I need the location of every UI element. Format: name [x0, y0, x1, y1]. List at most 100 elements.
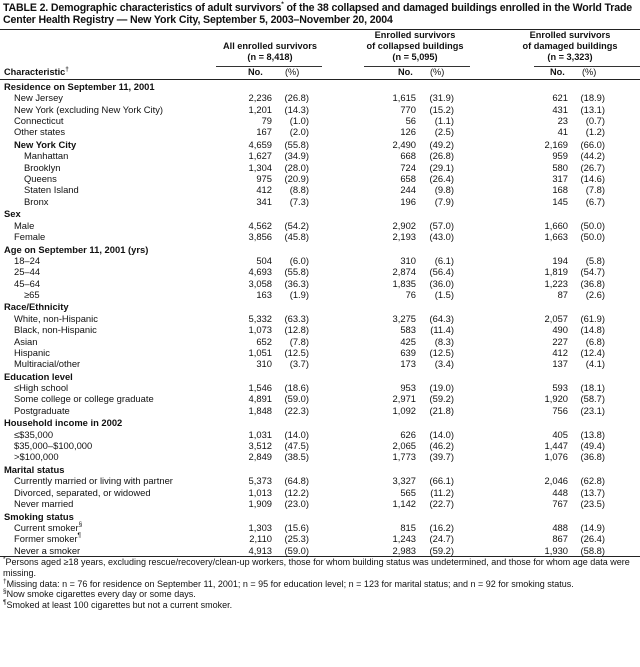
all-percent: (59.0) [284, 544, 310, 556]
collapsed-percent: (24.7) [429, 533, 455, 545]
row-label: Bronx [24, 196, 49, 207]
footnote-text: Missing data: n = 76 for residence on Se… [6, 578, 574, 589]
all-count: 163 [256, 288, 272, 300]
damaged-count: 593 [552, 382, 568, 394]
damaged-percent: (23.5) [580, 498, 606, 509]
damaged-percent: (7.8) [585, 184, 605, 196]
table-row: Other states 167 (2.0) 126 (2.5) 41 (1.2) [0, 126, 640, 137]
all-percent: (18.6) [284, 382, 310, 394]
row-label-text: Some college or college graduate [14, 393, 154, 405]
damaged-count: 2,057 [544, 312, 568, 324]
collapsed-percent: (9.8) [434, 184, 454, 196]
damaged-percent: (18.9) [580, 92, 606, 104]
footnote-mark: § [78, 520, 83, 528]
all-count: 341 [256, 195, 272, 207]
row-label: Some college or college graduate [14, 393, 154, 404]
collapsed-count: 196 [400, 195, 416, 207]
damaged-count: 1,223 [544, 277, 568, 289]
all-count: 2,236 [248, 92, 272, 104]
section-header: Marital status [0, 464, 640, 475]
damaged-percent: (44.2) [580, 150, 606, 162]
row-label: Asian [14, 336, 37, 347]
all-count: 1,051 [248, 346, 272, 358]
row-label-text: Queens [24, 173, 57, 184]
section-header: Sex [0, 208, 640, 219]
damaged-count: 317 [552, 173, 568, 184]
row-label-text: White, non-Hispanic [14, 312, 98, 324]
column-header-line: (n = 8,418) [247, 52, 293, 62]
row-label-text: 45–64 [14, 277, 41, 289]
no-header: No. [248, 67, 263, 77]
row-label-text: ≤$35,000 [14, 428, 54, 440]
all-count: 4,659 [248, 138, 272, 150]
table-row: Bronx 341 (7.3) 196 (7.9) 145 (6.7) [0, 196, 640, 207]
damaged-percent: (1.2) [585, 126, 605, 138]
all-count: 5,332 [248, 312, 272, 324]
damaged-count: 1,663 [544, 230, 568, 242]
row-label: Staten Island [24, 184, 79, 195]
collapsed-count: 425 [400, 335, 416, 347]
pct-header: (%) [582, 67, 597, 77]
row-label-text: Staten Island [24, 184, 79, 196]
collapsed-count: 1,615 [392, 92, 416, 104]
collapsed-percent: (15.2) [429, 103, 455, 115]
table-title: TABLE 2. Demographic characteristics of … [3, 1, 639, 26]
row-label-text: Connecticut [14, 115, 64, 127]
row-label: Male [14, 220, 34, 231]
table-row: ≤$35,000 1,031 (14.0) 626 (14.0) 405 (13.8) [0, 429, 640, 440]
collapsed-percent: (56.4) [429, 266, 455, 278]
all-percent: (36.3) [284, 277, 310, 289]
section-title: Household income in 2002 [4, 417, 123, 429]
row-label: Connecticut [14, 115, 64, 126]
row-label-text: New York City [14, 138, 77, 150]
all-count: 975 [256, 173, 272, 184]
all-count: 1,304 [248, 161, 272, 173]
all-percent: (54.2) [284, 219, 310, 231]
column-underline [534, 66, 640, 67]
row-label-text: Multiracial/other [14, 358, 81, 370]
row-label: >$100,000 [14, 451, 59, 462]
collapsed-count: 126 [400, 126, 416, 138]
characteristic-header: Characteristic† [4, 66, 69, 77]
collapsed-percent: (19.0) [429, 382, 455, 394]
damaged-count: 194 [552, 254, 568, 266]
row-label: Former smoker¶ [14, 533, 81, 545]
footnote-mark: * [3, 556, 6, 564]
collapsed-percent: (2.5) [434, 126, 454, 138]
collapsed-count: 2,193 [392, 230, 416, 242]
row-label-text: >$100,000 [14, 451, 59, 463]
collapsed-percent: (59.2) [429, 544, 455, 556]
column-header-line: of collapsed buildings [366, 41, 464, 51]
all-count: 4,913 [248, 544, 272, 556]
all-count: 1,848 [248, 404, 272, 416]
damaged-count: 1,447 [544, 440, 568, 452]
row-label-text: Brooklyn [24, 161, 61, 173]
collapsed-count: 2,971 [392, 393, 416, 405]
table-row: Brooklyn 1,304 (28.0) 724 (29.1) 580 (26.7) [0, 162, 640, 173]
column-header-line: (n = 5,095) [392, 52, 438, 62]
damaged-percent: (50.0) [580, 230, 606, 242]
damaged-count: 412 [552, 346, 568, 358]
all-percent: (8.8) [289, 184, 309, 196]
all-count: 1,627 [248, 150, 272, 162]
row-label-text: Male [14, 219, 35, 231]
all-count: 2,849 [248, 451, 272, 463]
all-count: 3,512 [248, 440, 272, 452]
table-row: Multiracial/other 310 (3.7) 173 (3.4) 137 (4.1… [0, 358, 640, 369]
row-label: 45–64 [14, 278, 40, 289]
row-label-text: ≤High school [14, 382, 69, 394]
row-label-text: Divorced, separated, or widowed [14, 486, 151, 498]
section-header: Race/Ethnicity [0, 301, 640, 312]
table-row: Manhattan 1,627 (34.9) 668 (26.8) 959 (44.2) [0, 150, 640, 161]
damaged-count: 488 [552, 521, 568, 533]
damaged-count: 1,660 [544, 219, 568, 231]
collapsed-count: 56 [405, 115, 416, 127]
all-percent: (15.6) [284, 521, 310, 533]
table-row: Hispanic 1,051 (12.5) 639 (12.5) 412 (12.4) [0, 347, 640, 358]
characteristic-label: Characteristic [4, 67, 66, 77]
damaged-percent: (13.7) [580, 486, 606, 498]
all-count: 1,073 [248, 324, 272, 336]
damaged-count: 168 [552, 184, 568, 196]
damaged-count: 580 [552, 161, 568, 173]
all-percent: (12.5) [284, 346, 310, 358]
